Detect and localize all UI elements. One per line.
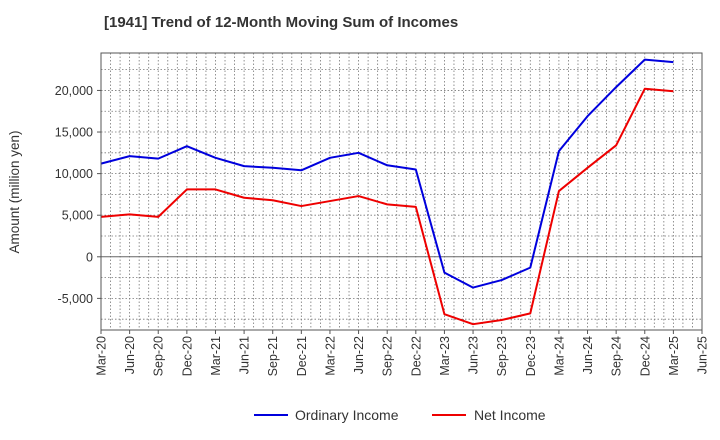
plot-frame [100,52,703,331]
x-tick-label: Sep-24 [610,336,624,376]
y-tick-label: 5,000 [62,209,93,223]
x-tick-label: Sep-22 [381,336,395,376]
x-tick-label: Jun-22 [352,336,366,374]
legend-label-ordinary-income: Ordinary Income [295,407,399,423]
x-tick-label: Mar-21 [209,336,223,376]
y-tick-label: 10,000 [55,167,93,181]
chart-title: [1941] Trend of 12-Month Moving Sum of I… [104,14,459,31]
axis-layer: -5,000 0 5,000 10,000 15,000 20,000 Mar-20 Jun-… [55,52,710,376]
y-tick-label: 15,000 [55,126,93,140]
x-tick-label: Jun-21 [238,336,252,374]
x-tick-label: Mar-25 [667,336,681,376]
series-layer [100,58,674,326]
x-tick-label: Dec-22 [409,336,423,376]
legend: Ordinary Income Net Income [254,407,546,423]
x-tick-label: Jun-25 [696,336,710,374]
x-tick-label: Mar-24 [552,336,566,376]
x-tick-label: Dec-20 [180,336,194,376]
y-tick-label: -5,000 [58,292,93,306]
y-tick-label: 0 [86,250,93,264]
x-tick-label: Sep-20 [152,336,166,376]
x-tick-label: Jun-24 [581,336,595,374]
x-tick-label: Mar-22 [323,336,337,376]
legend-label-net-income: Net Income [474,407,546,423]
y-axis-title: Amount (million yen) [7,130,22,253]
x-tick-label: Sep-23 [495,336,509,376]
x-tick-label: Jun-20 [123,336,137,374]
x-tick-label: Mar-20 [95,336,109,376]
x-tick-label: Sep-21 [266,336,280,376]
grid-layer [101,53,702,330]
x-tick-label: Dec-24 [638,336,652,376]
x-tick-label: Dec-21 [295,336,309,376]
x-tick-label: Mar-23 [438,336,452,376]
y-tick-label: 20,000 [55,84,93,98]
x-tick-label: Jun-23 [467,336,481,374]
x-tick-label: Dec-23 [524,336,538,376]
